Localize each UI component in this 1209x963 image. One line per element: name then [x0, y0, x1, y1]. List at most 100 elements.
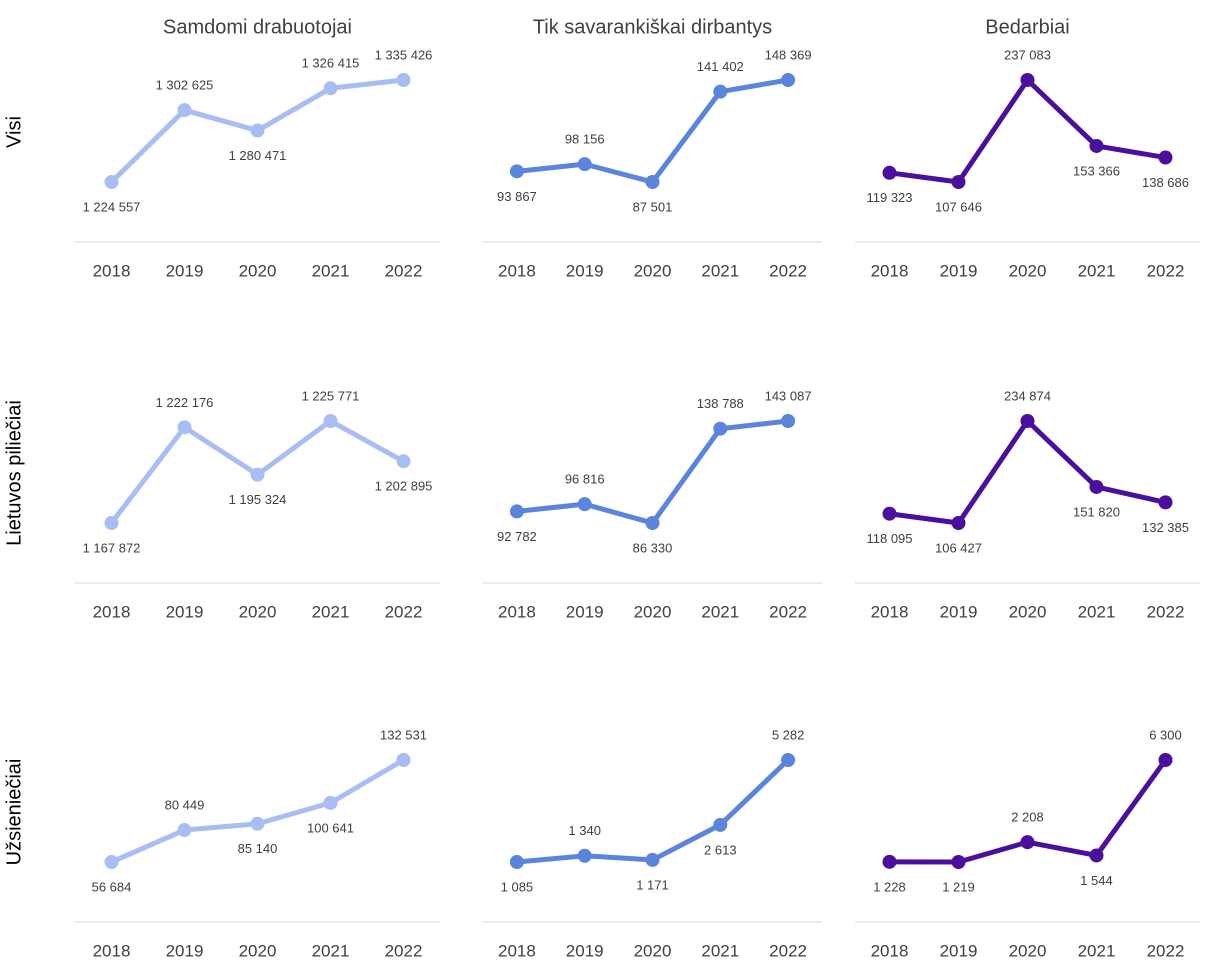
- point: [713, 817, 728, 832]
- point: [104, 855, 119, 869]
- data-label: 138 788: [697, 396, 744, 411]
- column-title: Bedarbiai: [985, 16, 1070, 38]
- point: [250, 816, 265, 831]
- point: [250, 123, 265, 138]
- point: [323, 81, 338, 96]
- row-title: Lietuvos piliečiai: [3, 400, 25, 546]
- column-title: Samdomi drabuotojai: [163, 16, 352, 38]
- row-title: Visi: [3, 116, 25, 148]
- x-tick-label: 2019: [166, 261, 204, 280]
- point: [396, 454, 411, 469]
- data-label: 1 225 771: [302, 388, 360, 403]
- point: [882, 165, 897, 180]
- x-tick-label: 2020: [239, 941, 277, 960]
- point: [104, 175, 119, 189]
- point: [951, 175, 966, 189]
- point: [951, 855, 966, 869]
- point: [1089, 479, 1104, 494]
- data-label: 93 867: [497, 189, 537, 204]
- data-label: 98 156: [565, 132, 605, 147]
- point: [645, 852, 660, 867]
- point: [577, 848, 592, 863]
- data-label: 2 208: [1011, 810, 1044, 825]
- data-label: 1 302 625: [156, 78, 214, 93]
- x-tick-label: 2022: [385, 602, 423, 621]
- data-label: 1 335 426: [375, 47, 433, 62]
- x-tick-label: 2021: [701, 602, 739, 621]
- data-label: 107 646: [935, 199, 982, 214]
- point: [177, 103, 192, 118]
- x-tick-label: 2022: [769, 941, 807, 960]
- x-tick-label: 2020: [239, 261, 277, 280]
- data-label: 6 300: [1149, 727, 1182, 742]
- x-tick-label: 2019: [566, 261, 604, 280]
- data-label: 80 449: [165, 797, 205, 812]
- column-title: Tik savarankiškai dirbantys: [533, 16, 772, 38]
- point: [1158, 753, 1173, 767]
- x-tick-label: 2019: [566, 941, 604, 960]
- data-label: 153 366: [1073, 163, 1120, 178]
- data-label: 1 544: [1080, 873, 1113, 888]
- x-tick-label: 2021: [312, 261, 350, 280]
- data-label: 119 323: [866, 190, 912, 205]
- data-label: 2 613: [704, 842, 737, 857]
- x-tick-label: 2018: [93, 261, 131, 280]
- x-tick-label: 2018: [871, 261, 909, 280]
- data-label: 1 280 471: [229, 148, 287, 163]
- data-label: 138 686: [1142, 175, 1189, 190]
- point: [1158, 150, 1173, 165]
- data-label: 96 816: [565, 472, 605, 487]
- x-tick-label: 2021: [312, 602, 350, 621]
- data-label: 234 874: [1004, 388, 1051, 403]
- data-label: 1 085: [501, 879, 534, 894]
- point: [645, 516, 660, 530]
- x-tick-label: 2019: [166, 941, 204, 960]
- x-tick-label: 2020: [634, 261, 672, 280]
- point: [396, 753, 411, 767]
- data-label: 132 385: [1142, 520, 1189, 535]
- x-tick-label: 2022: [1147, 261, 1185, 280]
- data-label: 151 820: [1073, 504, 1120, 519]
- point: [1020, 835, 1035, 850]
- data-label: 5 282: [772, 727, 805, 742]
- line: [516, 758, 790, 865]
- point: [396, 73, 411, 87]
- point: [1089, 848, 1104, 863]
- data-label: 1 171: [636, 877, 669, 892]
- x-tick-label: 2018: [93, 602, 131, 621]
- x-tick-label: 2022: [1147, 602, 1185, 621]
- line: [516, 418, 789, 526]
- x-tick-label: 2021: [312, 941, 350, 960]
- data-label: 1 167 872: [83, 540, 141, 555]
- point: [645, 175, 660, 189]
- data-label: 56 684: [92, 879, 132, 894]
- point: [577, 157, 592, 172]
- point: [577, 497, 592, 512]
- x-tick-label: 2020: [634, 941, 672, 960]
- data-label: 1 222 176: [156, 395, 214, 410]
- x-tick-label: 2018: [498, 602, 536, 621]
- data-label: 1 202 895: [375, 479, 433, 494]
- x-tick-label: 2020: [634, 602, 672, 621]
- x-tick-label: 2022: [385, 261, 423, 280]
- data-label: 86 330: [633, 540, 673, 555]
- data-label: 141 402: [697, 59, 744, 74]
- point: [177, 420, 192, 435]
- point: [713, 421, 728, 436]
- point: [1020, 414, 1035, 428]
- line: [889, 77, 1166, 185]
- x-tick-label: 2018: [498, 941, 536, 960]
- point: [104, 516, 119, 530]
- x-tick-label: 2020: [1009, 941, 1047, 960]
- line: [889, 418, 1167, 526]
- x-tick-label: 2018: [498, 261, 536, 280]
- x-tick-label: 2019: [940, 941, 978, 960]
- x-tick-label: 2018: [871, 602, 909, 621]
- row-title: Užsieniečiai: [3, 759, 25, 866]
- data-label: 1 195 324: [229, 492, 287, 507]
- data-label: 1 228: [873, 879, 906, 894]
- x-tick-label: 2021: [701, 261, 739, 280]
- line: [516, 77, 789, 185]
- point: [882, 506, 897, 521]
